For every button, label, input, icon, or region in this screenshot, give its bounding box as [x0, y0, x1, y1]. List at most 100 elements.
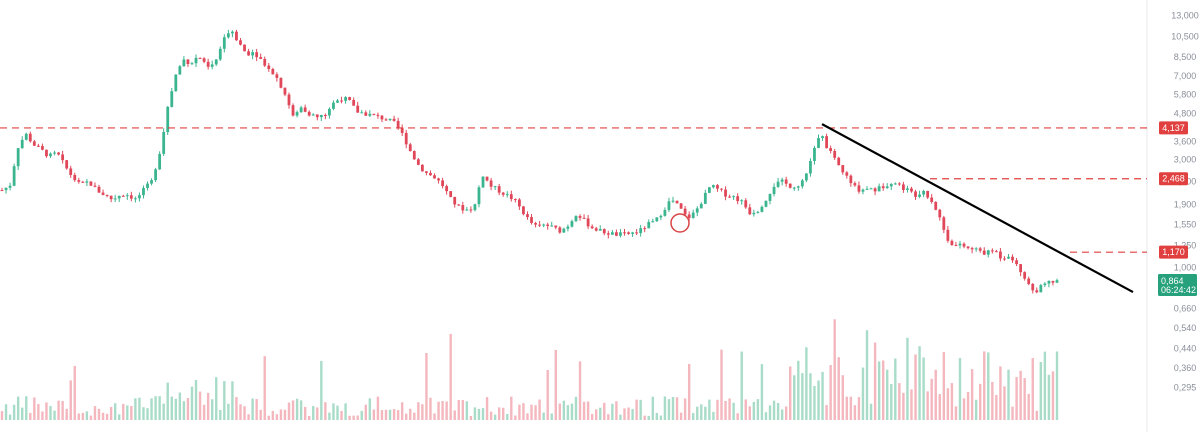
volume-bar [162, 403, 165, 420]
volume-bar [65, 408, 68, 420]
candle [800, 178, 804, 189]
volume-bar [950, 383, 954, 420]
volume-bar [223, 381, 226, 420]
candle [356, 101, 360, 113]
volume-bar [732, 402, 735, 420]
candle [364, 110, 368, 116]
candle [259, 53, 263, 60]
volume-bar [659, 415, 663, 420]
volume-bar [493, 414, 497, 420]
candle [526, 211, 529, 220]
volume-bar [978, 383, 982, 420]
volume-bar [352, 415, 355, 420]
volume-bar [1007, 369, 1010, 420]
volume-bar [89, 415, 93, 420]
candle [340, 96, 343, 104]
candle [792, 186, 796, 191]
volume-bar [1039, 362, 1043, 420]
candle [77, 177, 81, 184]
candle [974, 247, 978, 252]
volume-bar [489, 411, 493, 420]
candle [194, 54, 198, 68]
volume-bar [857, 397, 861, 420]
candle [566, 224, 570, 232]
volume-bar [651, 396, 654, 420]
volume-bar [594, 409, 598, 420]
candle [45, 149, 48, 158]
candle [647, 219, 651, 229]
candle [328, 107, 331, 119]
candle [202, 57, 206, 64]
candle [744, 198, 748, 209]
volume-bar [881, 360, 885, 420]
volume-bar [877, 361, 881, 420]
volume-bar [413, 412, 416, 420]
volume-bar [150, 398, 153, 420]
volume-bar [497, 407, 501, 420]
volume-bar [1055, 351, 1059, 420]
candle [24, 132, 28, 141]
volume-bar [574, 396, 578, 420]
volume-bar [825, 405, 828, 420]
candle [0, 187, 4, 192]
volume-bar [837, 357, 840, 420]
candle [752, 209, 756, 217]
candle [457, 204, 461, 206]
volume-bar [69, 380, 72, 420]
volume-bar [1011, 406, 1014, 420]
volume-bar [506, 414, 509, 420]
volume-bar [938, 394, 941, 420]
candle-countdown: 06:24:42 [1161, 285, 1196, 295]
volume-bar [210, 399, 214, 420]
candle [93, 182, 97, 188]
level-price-label: 2,468 [1162, 174, 1185, 184]
level-price-badge [1159, 245, 1188, 259]
volume-bar [429, 397, 432, 420]
candle [275, 72, 279, 82]
candle [687, 211, 691, 221]
trendline-segment[interactable] [821, 123, 1134, 294]
candle [420, 164, 424, 172]
volume-bar [255, 399, 258, 420]
candle [522, 205, 525, 216]
volume-bar [671, 396, 675, 420]
highlight-circle[interactable] [670, 213, 690, 233]
volume-bar [1003, 386, 1006, 420]
volume-bar [368, 398, 372, 420]
candle [962, 242, 966, 249]
volume-bar [182, 401, 186, 420]
candle [934, 201, 938, 211]
candle [445, 184, 449, 195]
candle [239, 38, 242, 46]
volume-bar [607, 414, 610, 420]
volume-bar [194, 379, 198, 420]
candle [49, 152, 52, 158]
y-tick-label: 0,295 [1174, 383, 1197, 393]
y-tick-label: 4,800 [1174, 108, 1197, 118]
volume-bar [546, 369, 549, 420]
candle [699, 202, 703, 209]
candle [776, 177, 780, 188]
candle [946, 226, 950, 243]
volume-bar [1015, 376, 1018, 420]
volume-bar [974, 399, 978, 420]
volume-bar [768, 405, 772, 420]
volume-bar [627, 407, 630, 420]
volume-bar [21, 407, 24, 420]
horizontal-levels[interactable] [0, 127, 1147, 253]
candle [368, 110, 372, 117]
candle [16, 147, 20, 170]
volume-bar [946, 388, 950, 420]
volume-bar [764, 412, 768, 420]
volume-bar [748, 406, 751, 420]
y-tick-label: 0,660 [1174, 303, 1197, 313]
y-tick-label: 0,540 [1174, 323, 1197, 333]
volume-bar [384, 409, 388, 420]
candle [788, 183, 792, 189]
trendline[interactable] [821, 123, 1134, 294]
volume-bar [873, 342, 877, 420]
candle [582, 214, 586, 219]
volume-bar [922, 357, 925, 420]
candle [182, 56, 186, 67]
